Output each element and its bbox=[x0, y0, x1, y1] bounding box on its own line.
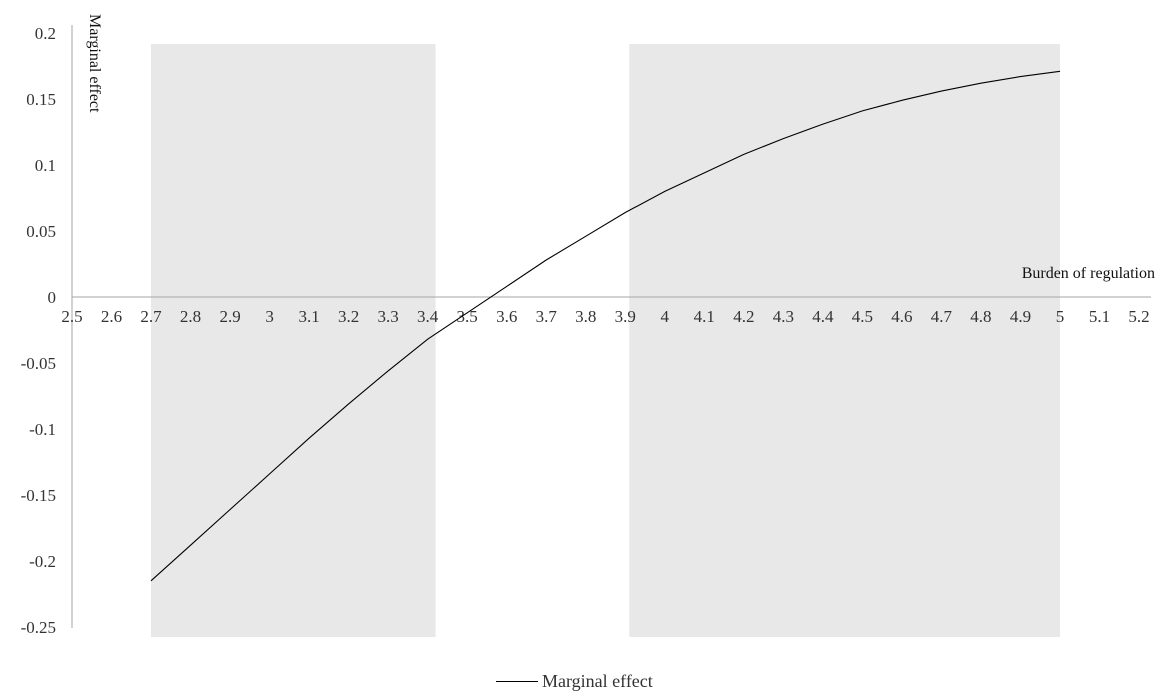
series-group bbox=[150, 70, 1061, 582]
x-tick-label: 2.9 bbox=[219, 307, 240, 326]
shaded-regions bbox=[151, 44, 1060, 637]
x-tick-label: 5.2 bbox=[1128, 307, 1149, 326]
x-tick-label: 3.2 bbox=[338, 307, 359, 326]
y-tick-label: -0.05 bbox=[21, 354, 56, 373]
x-tick-label: 2.8 bbox=[180, 307, 201, 326]
y-tick-label: -0.2 bbox=[29, 552, 56, 571]
x-tick-label: 5 bbox=[1056, 307, 1065, 326]
y-tick-label: -0.15 bbox=[21, 486, 56, 505]
legend-label: Marginal effect bbox=[542, 670, 653, 691]
x-tick-label: 4.3 bbox=[773, 307, 794, 326]
x-tick-label: 4.9 bbox=[1010, 307, 1031, 326]
x-tick-label: 3.1 bbox=[298, 307, 319, 326]
axes bbox=[71, 25, 1151, 628]
x-tick-label: 4.8 bbox=[970, 307, 991, 326]
y-tick-label: 0 bbox=[48, 288, 57, 307]
x-tick-label: 3.5 bbox=[457, 307, 478, 326]
x-tick-label: 3 bbox=[265, 307, 274, 326]
x-tick-label: 2.6 bbox=[101, 307, 122, 326]
legend: Marginal effect bbox=[496, 670, 653, 692]
x-tick-label: 3.4 bbox=[417, 307, 439, 326]
legend-line-swatch bbox=[496, 680, 538, 682]
x-tick-label: 4.5 bbox=[852, 307, 873, 326]
y-axis-label: Marginal effect bbox=[86, 14, 103, 113]
x-tick-label: 4.4 bbox=[812, 307, 834, 326]
x-tick-label: 4.2 bbox=[733, 307, 754, 326]
y-tick-label: 0.1 bbox=[35, 156, 56, 175]
x-tick-label: 2.5 bbox=[61, 307, 82, 326]
y-tick-label: -0.1 bbox=[29, 420, 56, 439]
y-tick-label: -0.25 bbox=[21, 618, 56, 637]
x-axis-label: Burden of regulation bbox=[1022, 265, 1155, 282]
x-tick-label: 3.8 bbox=[575, 307, 596, 326]
series-line-1 bbox=[150, 70, 1061, 582]
x-tick-label: 3.7 bbox=[536, 307, 558, 326]
x-tick-label: 3.3 bbox=[378, 307, 399, 326]
x-tick-labels: 2.5 2.6 2.7 2.8 2.9 3 3.1 3.2 3.3 3.4 3.5 3.6 3.7 3.8… bbox=[61, 307, 1149, 326]
y-tick-labels: 0.2 0.15 0.1 0.05 0 -0.05 -0.1 -0.15 -0.2 -0.25 bbox=[21, 24, 56, 637]
y-tick-label: 0.2 bbox=[35, 24, 56, 43]
shaded-region-1 bbox=[151, 44, 436, 637]
x-tick-label: 3.9 bbox=[615, 307, 636, 326]
x-tick-label: 3.6 bbox=[496, 307, 517, 326]
y-tick-label: 0.05 bbox=[26, 222, 56, 241]
shaded-region-2 bbox=[629, 44, 1060, 637]
x-tick-label: 4 bbox=[661, 307, 670, 326]
x-tick-label: 4.1 bbox=[694, 307, 715, 326]
x-tick-label: 4.7 bbox=[931, 307, 953, 326]
y-tick-label: 0.15 bbox=[26, 90, 56, 109]
x-tick-label: 2.7 bbox=[140, 307, 162, 326]
x-tick-label: 4.6 bbox=[891, 307, 912, 326]
x-tick-label: 5.1 bbox=[1089, 307, 1110, 326]
